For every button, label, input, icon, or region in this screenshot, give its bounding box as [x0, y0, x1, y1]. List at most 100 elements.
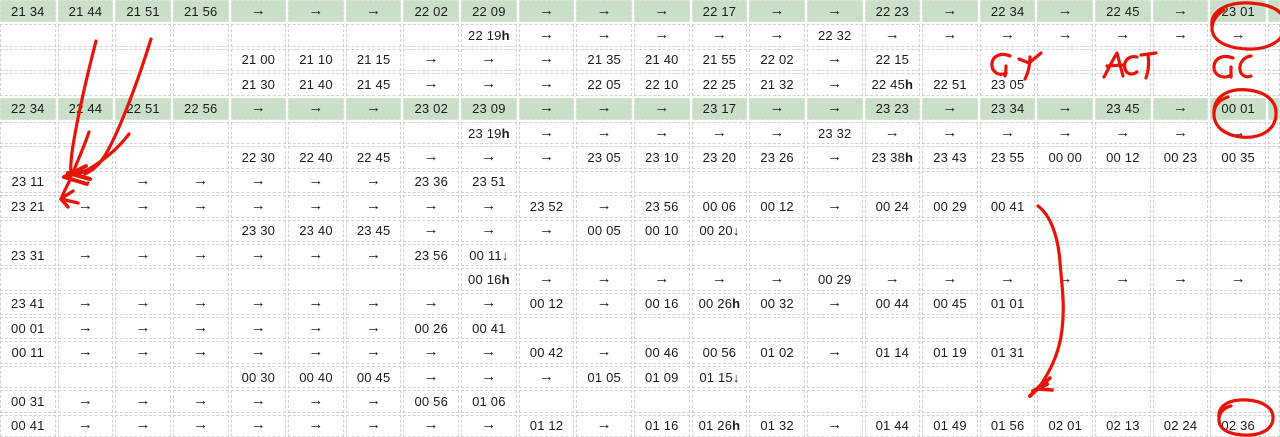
cell-r10c12[interactable]: 00 10	[634, 219, 690, 242]
cell-r13c2[interactable]: →	[57, 292, 114, 316]
cell-r13c11[interactable]: →	[576, 292, 632, 316]
cell-r14c3[interactable]: →	[115, 317, 171, 340]
cell-r8c17[interactable]	[922, 170, 978, 194]
cell-r7c14[interactable]: 23 26	[749, 146, 805, 169]
cell-r1c19[interactable]: →	[1037, 0, 1094, 23]
cell-r13c6[interactable]: →	[288, 292, 344, 316]
cell-r5c17[interactable]: →	[922, 97, 978, 120]
cell-r8c6[interactable]: →	[288, 170, 344, 194]
cell-r9c22[interactable]	[1210, 195, 1266, 218]
cell-r5c14[interactable]: →	[749, 97, 805, 120]
cell-r17c11[interactable]	[576, 390, 632, 413]
cell-r3c2[interactable]	[57, 48, 114, 72]
cell-r1c20[interactable]: 22 45	[1095, 0, 1151, 23]
cell-r5c7[interactable]: →	[345, 97, 402, 120]
cell-r3c21[interactable]	[1152, 48, 1209, 72]
cell-r7c3[interactable]	[115, 146, 171, 169]
cell-r5c21[interactable]: →	[1152, 97, 1209, 120]
cell-r14c8[interactable]: 00 26	[403, 317, 460, 340]
cell-r14c17[interactable]	[922, 317, 978, 340]
cell-r2c16[interactable]: →	[864, 24, 921, 47]
cell-r2c15[interactable]: 22 32	[806, 24, 863, 47]
cell-r10c4[interactable]	[172, 219, 229, 242]
cell-r15c2[interactable]: →	[57, 341, 114, 364]
cell-r4c20[interactable]	[1095, 73, 1151, 96]
cell-r9c19[interactable]	[1037, 195, 1094, 218]
cell-r5c4[interactable]: 22 56	[172, 97, 229, 120]
cell-r18c12[interactable]: 01 16	[634, 414, 690, 437]
cell-r7c1[interactable]	[0, 146, 56, 169]
cell-r17c9[interactable]: 01 06	[461, 390, 517, 413]
cell-r4c6[interactable]: 21 40	[288, 73, 344, 96]
cell-r2c12[interactable]: →	[634, 24, 690, 47]
cell-r18c2[interactable]: →	[57, 414, 114, 437]
cell-r13c16[interactable]: 00 44	[864, 292, 921, 316]
cell-r18c19[interactable]: 02 01	[1037, 414, 1094, 437]
cell-r5c1[interactable]: 22 34	[0, 97, 56, 120]
cell-r1c11[interactable]: →	[576, 0, 632, 23]
cell-r15c13[interactable]: 00 56	[691, 341, 748, 364]
cell-r12c3[interactable]	[115, 268, 171, 291]
cell-r17c14[interactable]	[749, 390, 805, 413]
cell-r10c5[interactable]: 23 30	[230, 219, 287, 242]
cell-r13c7[interactable]: →	[345, 292, 402, 316]
cell-r6c2[interactable]	[57, 121, 114, 145]
cell-r7c11[interactable]: 23 05	[576, 146, 632, 169]
cell-r16c15[interactable]	[806, 365, 863, 389]
cell-r18c9[interactable]: →	[461, 414, 517, 437]
cell-r4c5[interactable]: 21 30	[230, 73, 287, 96]
cell-r4c13[interactable]: 22 25	[691, 73, 748, 96]
cell-r4c19[interactable]	[1037, 73, 1094, 96]
cell-r10c3[interactable]	[115, 219, 171, 242]
cell-r10c18[interactable]	[979, 219, 1036, 242]
cell-r4c4[interactable]	[172, 73, 229, 96]
cell-r4c14[interactable]: 21 32	[749, 73, 805, 96]
cell-r13c17[interactable]: 00 45	[922, 292, 978, 316]
cell-r3c13[interactable]: 21 55	[691, 48, 748, 72]
cell-r13c14[interactable]: 00 32	[749, 292, 805, 316]
cell-r8c21[interactable]	[1152, 170, 1209, 194]
cell-r18c18[interactable]: 01 56	[979, 414, 1036, 437]
cell-r17c1[interactable]: 00 31	[0, 390, 56, 413]
cell-r5c20[interactable]: 23 45	[1095, 97, 1151, 120]
cell-r15c21[interactable]	[1152, 341, 1209, 364]
cell-r8c23[interactable]	[1268, 170, 1280, 194]
cell-r15c3[interactable]: →	[115, 341, 171, 364]
cell-r11c2[interactable]: →	[57, 243, 114, 267]
cell-r11c4[interactable]: →	[172, 243, 229, 267]
cell-r3c12[interactable]: 21 40	[634, 48, 690, 72]
cell-r7c6[interactable]: 22 40	[288, 146, 344, 169]
cell-r6c6[interactable]	[288, 121, 344, 145]
cell-r13c1[interactable]: 23 41	[0, 292, 56, 316]
cell-r2c11[interactable]: →	[576, 24, 632, 47]
cell-r13c22[interactable]	[1210, 292, 1266, 316]
cell-r6c11[interactable]: →	[576, 121, 632, 145]
cell-r6c1[interactable]	[0, 121, 56, 145]
cell-r11c7[interactable]: →	[345, 243, 402, 267]
cell-r14c9[interactable]: 00 41	[461, 317, 517, 340]
cell-r17c6[interactable]: →	[288, 390, 344, 413]
cell-r15c4[interactable]: →	[172, 341, 229, 364]
cell-r9c17[interactable]: 00 29	[922, 195, 978, 218]
cell-r13c10[interactable]: 00 12	[518, 292, 575, 316]
cell-r9c6[interactable]: →	[288, 195, 344, 218]
cell-r1c4[interactable]: 21 56	[172, 0, 229, 23]
cell-r10c17[interactable]	[922, 219, 978, 242]
cell-r6c12[interactable]: →	[634, 121, 690, 145]
cell-r5c8[interactable]: 23 02	[403, 97, 460, 120]
cell-r17c23[interactable]	[1268, 390, 1280, 413]
cell-r5c23[interactable]	[1268, 97, 1280, 120]
cell-r2c8[interactable]	[403, 24, 460, 47]
cell-r9c23[interactable]	[1268, 195, 1280, 218]
cell-r6c23[interactable]	[1268, 121, 1280, 145]
cell-r4c15[interactable]: →	[806, 73, 863, 96]
cell-r3c3[interactable]	[115, 48, 171, 72]
cell-r7c8[interactable]: →	[403, 146, 460, 169]
cell-r15c12[interactable]: 00 46	[634, 341, 690, 364]
cell-r14c20[interactable]	[1095, 317, 1151, 340]
cell-r3c16[interactable]: 22 15	[864, 48, 921, 72]
cell-r6c13[interactable]: →	[691, 121, 748, 145]
cell-r9c10[interactable]: 23 52	[518, 195, 575, 218]
cell-r2c23[interactable]	[1268, 24, 1280, 47]
cell-r16c11[interactable]: 01 05	[576, 365, 632, 389]
